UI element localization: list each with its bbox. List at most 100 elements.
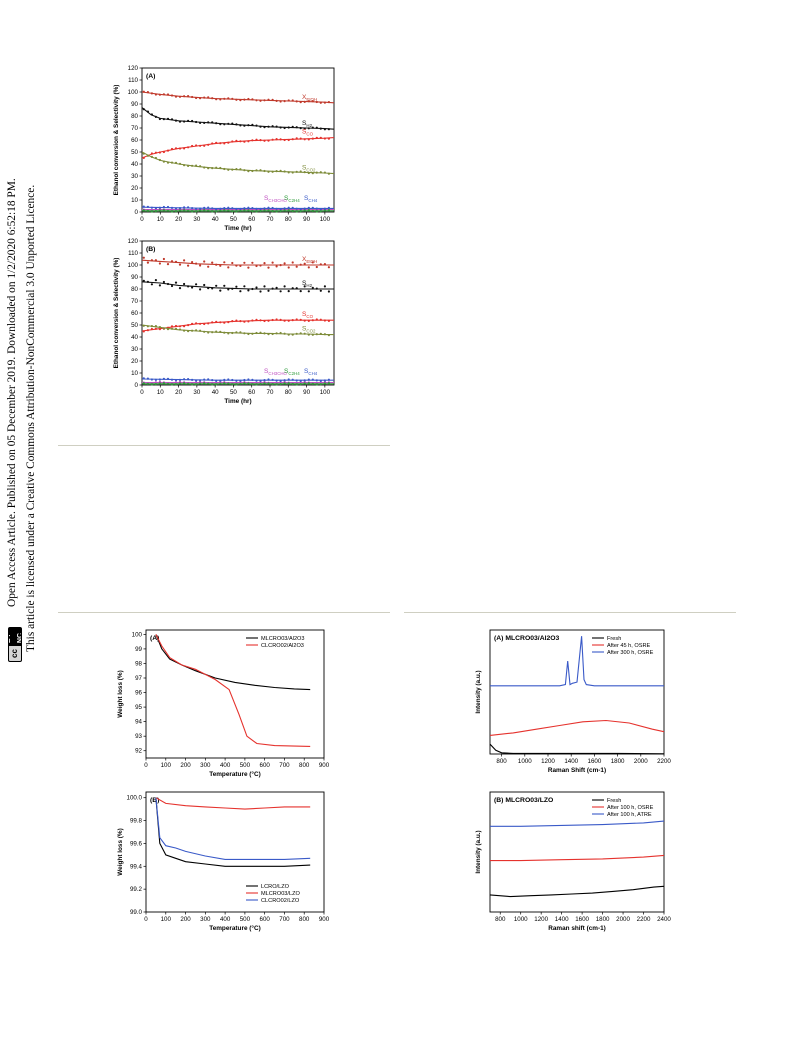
data-point [215, 330, 218, 333]
data-point [178, 325, 182, 328]
x-tick-label: 100 [161, 762, 172, 769]
data-point [191, 286, 194, 289]
data-point [195, 329, 198, 332]
data-point [259, 379, 262, 382]
data-point [323, 207, 326, 210]
data-point [203, 121, 206, 124]
data-point [275, 99, 278, 102]
data-point [323, 333, 326, 336]
data-point [295, 210, 298, 213]
data-point [291, 382, 294, 386]
data-point [243, 98, 246, 101]
data-point [207, 209, 210, 212]
cc-license-badge[interactable]: cc BY-NC [8, 627, 22, 662]
data-point [299, 318, 302, 321]
data-point [263, 169, 266, 173]
y-tick-label: 20 [131, 185, 138, 192]
data-point [303, 207, 306, 210]
sidebar: cc BY-NC Open Access Article. Published … [2, 122, 42, 662]
data-point [235, 168, 238, 171]
data-point [187, 330, 190, 333]
data-point [231, 210, 234, 213]
series-label: SC2H4 [284, 195, 300, 203]
data-point [295, 170, 298, 173]
x-tick-label: 1800 [596, 916, 610, 923]
data-point [271, 125, 274, 128]
x-tick-label: 70 [267, 389, 274, 396]
data-point [251, 139, 254, 142]
x-tick-label: 200 [180, 762, 191, 769]
data-point [178, 378, 182, 381]
x-axis-label: Raman shift (cm-1) [548, 925, 606, 932]
x-tick-label: 70 [267, 216, 274, 223]
data-point [211, 287, 214, 290]
data-point [215, 210, 218, 213]
legend-label: After 45 h, OSRE [607, 643, 650, 649]
data-point [174, 119, 178, 122]
data-point [231, 287, 234, 290]
data-point [251, 210, 254, 213]
data-point [191, 207, 194, 210]
license-text: This article is licensed under a Creativ… [25, 184, 37, 652]
data-point [146, 329, 149, 332]
series-line-s-co [141, 137, 335, 159]
data-point [323, 382, 326, 385]
data-point [287, 378, 290, 381]
data-point [279, 209, 282, 213]
x-tick-label: 10 [157, 216, 164, 223]
data-point [219, 166, 222, 170]
data-point [279, 264, 282, 267]
data-point [199, 264, 202, 267]
data-point [275, 210, 278, 213]
data-point [235, 264, 238, 267]
data-point [319, 210, 322, 213]
data-point [239, 168, 242, 171]
data-point [327, 319, 330, 322]
data-point [243, 169, 246, 172]
data-point [146, 154, 149, 157]
data-point [315, 333, 318, 336]
data-point [323, 171, 326, 174]
y-tick-label: 50 [131, 149, 138, 156]
data-point [195, 322, 198, 325]
data-point [271, 170, 274, 173]
data-point [303, 379, 306, 382]
data-point [174, 161, 178, 164]
data-point [287, 171, 290, 174]
data-point [319, 379, 322, 382]
data-point [259, 169, 262, 172]
data-point [174, 281, 178, 284]
data-point [247, 266, 250, 269]
data-point [227, 209, 230, 212]
data-point [142, 108, 145, 111]
data-point [158, 262, 161, 265]
x-tick-label: 30 [193, 389, 200, 396]
data-point [251, 261, 254, 264]
data-point [150, 152, 153, 155]
data-point [267, 98, 270, 101]
data-point [283, 262, 286, 265]
data-point [323, 209, 326, 212]
data-point [235, 123, 238, 126]
data-point [287, 206, 290, 209]
data-point [207, 287, 210, 290]
series-label: SH2 [302, 120, 313, 128]
y-tick-label: 10 [131, 370, 138, 377]
legend-label: After 300 h, OSRE [607, 650, 654, 656]
plot-frame [489, 791, 665, 913]
raman-plot-a: 800 1000 1200 1400 1600 1800 2000 2200 Raman Shi… [475, 629, 671, 774]
data-point [299, 101, 302, 104]
data-point [150, 155, 153, 158]
y-tick-label: 60 [131, 310, 138, 317]
data-point [154, 378, 157, 381]
data-point [307, 290, 310, 293]
data-point [227, 168, 230, 171]
data-point [311, 137, 314, 140]
data-point [315, 136, 318, 139]
data-point [207, 382, 210, 385]
data-point [203, 330, 206, 333]
series-label: SCO [302, 311, 314, 319]
data-point [154, 115, 157, 118]
data-point [170, 147, 174, 151]
data-point [195, 207, 198, 210]
